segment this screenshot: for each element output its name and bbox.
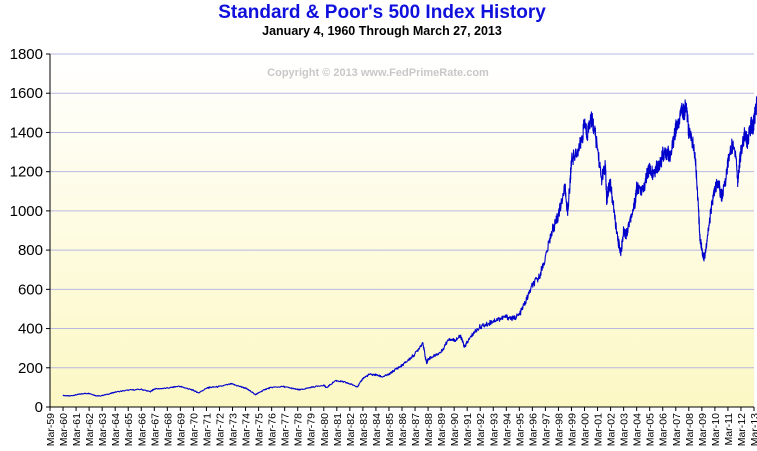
x-tick-label: Mar-02 bbox=[606, 413, 618, 446]
x-tick-label: Mar-66 bbox=[136, 413, 148, 446]
x-tick-label: Mar-73 bbox=[228, 413, 240, 446]
x-tick-label: Mar-06 bbox=[658, 413, 670, 446]
x-tick-label: Mar-95 bbox=[514, 413, 526, 446]
plot-area bbox=[50, 54, 754, 407]
y-tick-label: 1400 bbox=[10, 124, 43, 141]
x-tick-label: Mar-99 bbox=[566, 413, 578, 446]
y-tick-label: 800 bbox=[18, 242, 43, 259]
x-tick-label: Mar-94 bbox=[501, 413, 513, 446]
x-tick-label: Mar-75 bbox=[254, 413, 266, 446]
x-tick-label: Mar-03 bbox=[619, 413, 631, 446]
x-tick-label: Mar-93 bbox=[488, 413, 500, 446]
x-tick-label: Mar-92 bbox=[475, 413, 487, 446]
x-tick-label: Mar-91 bbox=[462, 413, 474, 446]
x-tick-label: Mar-59 bbox=[45, 413, 57, 446]
series-layer bbox=[62, 95, 757, 397]
x-axis-ticks: Mar-59 Mar-60 Mar-61 Mar-62 Mar-63 Mar-64 Mar-… bbox=[45, 407, 757, 446]
copyright-watermark: Copyright © 2013 www.FedPrimeRate.com bbox=[267, 67, 489, 79]
x-tick-label: Mar-68 bbox=[162, 413, 174, 446]
x-tick-label: Mar-80 bbox=[319, 413, 331, 446]
x-tick-label: Mar-85 bbox=[384, 413, 396, 446]
x-tick-label: Mar-10 bbox=[710, 413, 722, 446]
x-tick-label: Mar-78 bbox=[293, 413, 305, 446]
x-tick-label: Mar-70 bbox=[188, 413, 200, 446]
chart-title: Standard & Poor's 500 Index History bbox=[218, 2, 546, 23]
x-tick-label: Mar-60 bbox=[58, 413, 70, 446]
x-tick-label: Mar-76 bbox=[267, 413, 279, 446]
y-tick-label: 600 bbox=[18, 281, 43, 298]
chart-subtitle: January 4, 1960 Through March 27, 2013 bbox=[262, 24, 502, 38]
x-tick-label: Mar-12 bbox=[736, 413, 748, 446]
x-tick-label: Mar-62 bbox=[84, 413, 96, 446]
x-tick-label: Mar-65 bbox=[123, 413, 135, 446]
x-tick-label: Mar-71 bbox=[201, 413, 213, 446]
y-tick-label: 200 bbox=[18, 360, 43, 377]
x-tick-label: Mar-63 bbox=[97, 413, 109, 446]
gridlines bbox=[50, 53, 754, 369]
x-tick-label: Mar-05 bbox=[645, 413, 657, 446]
y-tick-label: 0 bbox=[35, 399, 43, 416]
y-axis-ticks: 0 200 400 600 800 1000 1200 1400 1600 1800 bbox=[10, 46, 50, 416]
x-tick-label: Mar-08 bbox=[684, 413, 696, 446]
x-tick-label: Mar-83 bbox=[358, 413, 370, 446]
x-tick-label: Mar-69 bbox=[175, 413, 187, 446]
x-tick-label: Mar-90 bbox=[449, 413, 461, 446]
x-tick-label: Mar-01 bbox=[593, 413, 605, 446]
y-tick-label: 1600 bbox=[10, 85, 43, 102]
x-tick-label: Mar-04 bbox=[632, 413, 644, 446]
x-tick-label: Mar-86 bbox=[397, 413, 409, 446]
x-tick-label: Mar-72 bbox=[214, 413, 226, 446]
x-tick-label: Mar-79 bbox=[306, 413, 318, 446]
x-tick-label: Mar-87 bbox=[410, 413, 422, 446]
x-tick-label: Mar-82 bbox=[345, 413, 357, 446]
x-tick-label: Mar-84 bbox=[371, 413, 383, 446]
x-tick-label: Mar-07 bbox=[671, 413, 683, 446]
y-tick-label: 1800 bbox=[10, 46, 43, 63]
x-tick-label: Mar-74 bbox=[241, 413, 253, 446]
y-tick-label: 1000 bbox=[10, 203, 43, 220]
x-tick-label: Mar-67 bbox=[149, 413, 161, 446]
x-tick-label: Mar-88 bbox=[423, 413, 435, 446]
x-tick-label: Mar-64 bbox=[110, 413, 122, 446]
x-tick-label: Mar-61 bbox=[71, 413, 83, 446]
x-tick-label: Mar-09 bbox=[697, 413, 709, 446]
y-tick-label: 1200 bbox=[10, 164, 43, 181]
x-tick-label: Mar-98 bbox=[553, 413, 565, 446]
y-tick-label: 400 bbox=[18, 321, 43, 338]
x-tick-label: Mar-97 bbox=[540, 413, 552, 446]
x-tick-label: Mar-00 bbox=[580, 413, 592, 446]
x-tick-label: Mar-81 bbox=[332, 413, 344, 446]
x-tick-label: Mar-77 bbox=[280, 413, 292, 446]
x-tick-label: Mar-96 bbox=[527, 413, 539, 446]
x-tick-label: Mar-89 bbox=[436, 413, 448, 446]
x-tick-label: Mar-11 bbox=[723, 413, 735, 446]
x-tick-label: Mar-13 bbox=[749, 413, 757, 446]
series-line-sp500 bbox=[62, 95, 757, 397]
